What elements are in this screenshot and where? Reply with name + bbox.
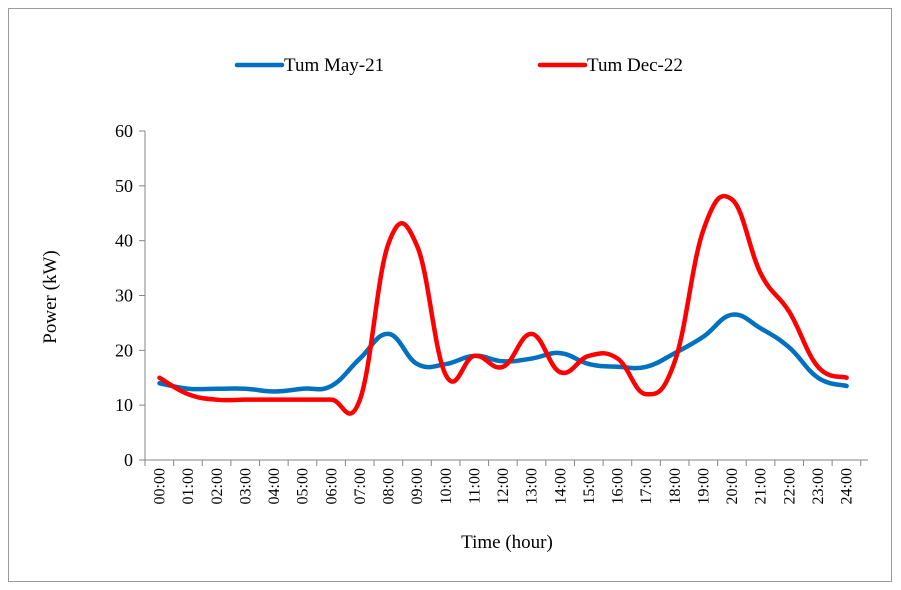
x-tick-label: 05:00	[295, 468, 312, 504]
x-tick-label: 22:00	[781, 468, 798, 504]
x-axis: 00:00 01:00 02:00 03:00 04:00 05:00 06:00 07:00…	[144, 459, 868, 504]
x-tick-label: 12:00	[495, 468, 512, 504]
x-tick-label: 03:00	[237, 468, 254, 504]
x-tick-label: 13:00	[524, 468, 541, 504]
x-tick-label: 07:00	[352, 468, 369, 504]
x-tick-label: 15:00	[581, 468, 598, 504]
x-tick-label: 10:00	[438, 468, 455, 504]
x-tick-label: 11:00	[466, 468, 483, 504]
x-tick-label: 20:00	[724, 468, 741, 504]
y-axis-title: Power (kW)	[40, 250, 61, 343]
x-tick-label: 16:00	[610, 468, 627, 504]
y-tick-label: 10	[115, 395, 133, 415]
x-tick-label: 17:00	[638, 468, 655, 504]
chart-legend: Tum May-21 Tum Dec-22	[234, 55, 683, 76]
x-tick-label: 08:00	[381, 468, 398, 504]
y-axis: 0 10 20 30 40 50 60	[115, 121, 146, 470]
chart-frame	[8, 8, 892, 582]
y-tick-label: 30	[115, 286, 133, 306]
x-tick-label: 01:00	[180, 468, 197, 504]
x-tick-label: 14:00	[552, 468, 569, 504]
x-tick-label: 09:00	[409, 468, 426, 504]
y-tick-label: 40	[115, 231, 133, 251]
y-tick-label: 0	[124, 450, 133, 470]
x-tick-label: 04:00	[266, 468, 283, 504]
series-line-0	[157, 312, 849, 394]
x-tick-label: 00:00	[152, 468, 169, 504]
y-tick-label: 50	[115, 176, 133, 196]
x-tick-label: 24:00	[839, 468, 856, 504]
legend-label-0: Tum May-21	[284, 55, 384, 76]
x-tick-label: 18:00	[667, 468, 684, 504]
x-tick-label: 06:00	[323, 468, 340, 504]
x-tick-label: 23:00	[810, 468, 827, 504]
y-tick-label: 20	[115, 340, 133, 360]
x-axis-title: Time (hour)	[461, 532, 553, 553]
x-tick-label: 02:00	[209, 468, 226, 504]
series-line-1	[157, 193, 849, 416]
x-tick-label: 19:00	[695, 468, 712, 504]
y-tick-label: 60	[115, 121, 133, 141]
series-layer	[157, 193, 849, 416]
x-tick-label: 21:00	[753, 468, 770, 504]
legend-label-1: Tum Dec-22	[587, 55, 683, 76]
